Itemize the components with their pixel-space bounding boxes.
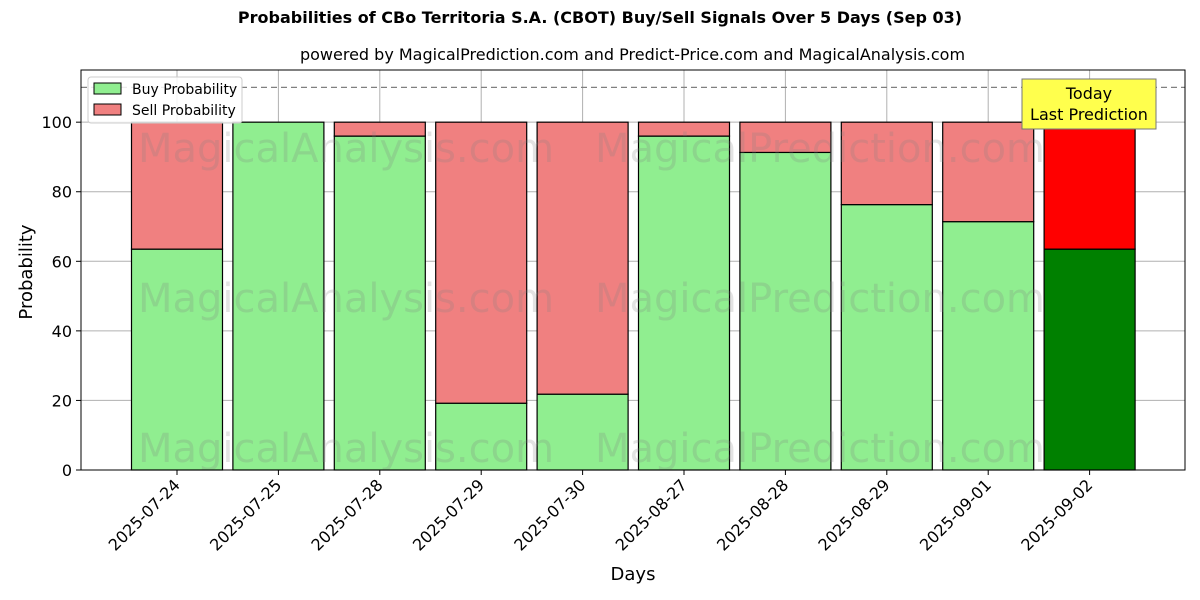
y-tick-label: 60 — [52, 252, 72, 271]
bar-buy — [637, 135, 731, 471]
bar-sell — [1043, 121, 1136, 250]
bar-buy — [232, 121, 325, 471]
x-tick-label: 2025-08-29 — [814, 475, 893, 554]
x-tick-label: 2025-08-28 — [713, 475, 792, 554]
bars-layer — [130, 121, 1136, 471]
today-annotation: Today Last Prediction — [1021, 78, 1157, 130]
annotation-box — [1021, 78, 1157, 130]
y-tick-label: 80 — [52, 183, 72, 202]
x-tick-label: 2025-07-30 — [510, 475, 589, 554]
legend-label-buy: Buy Probability — [132, 82, 237, 98]
x-axis-label: Days — [611, 564, 656, 585]
annotation-last-prediction: Last Prediction — [1030, 105, 1148, 124]
bar-buy — [942, 221, 1035, 471]
x-tick-label: 2025-07-29 — [409, 475, 488, 554]
bar-buy — [739, 151, 832, 471]
bar-buy — [840, 204, 933, 471]
x-tick-label: 2025-07-25 — [206, 475, 285, 554]
bar-sell — [840, 121, 933, 206]
bar-sell — [942, 121, 1035, 223]
watermark-layer: MagicalAnalysis.com MagicalPrediction.com… — [138, 126, 1045, 472]
x-tick-label: 2025-07-28 — [307, 475, 386, 554]
bar-buy — [1043, 248, 1136, 471]
bar-sell — [435, 121, 528, 404]
y-tick-label: 100 — [41, 113, 72, 132]
watermark-text: MagicalAnalysis.com — [138, 276, 554, 322]
bar-sell — [637, 121, 731, 137]
y-tick-label: 40 — [52, 322, 72, 341]
bar-sell — [536, 121, 629, 395]
x-tick-label: 2025-09-01 — [916, 475, 995, 554]
watermark-text: MagicalAnalysis.com — [138, 426, 554, 472]
bar-sell — [739, 121, 832, 154]
legend-label-sell: Sell Probability — [132, 103, 236, 119]
legend-swatch-sell — [93, 103, 122, 116]
chart-title: Probabilities of CBo Territoria S.A. (CB… — [237, 8, 963, 27]
watermark-text: MagicalPrediction.com — [595, 126, 1045, 172]
y-tick-label: 20 — [52, 391, 72, 410]
watermark-text: MagicalPrediction.com — [595, 426, 1045, 472]
legend: Buy Probability Sell Probability — [87, 76, 243, 124]
y-axis-label: Probability — [16, 224, 37, 319]
x-tick-label: 2025-09-02 — [1017, 475, 1096, 554]
x-tick-label: 2025-07-24 — [105, 475, 184, 554]
x-tick-label: 2025-08-27 — [612, 475, 691, 554]
watermark-text: MagicalPrediction.com — [595, 276, 1045, 322]
watermark-text: MagicalAnalysis.com — [138, 126, 554, 172]
annotation-today: Today — [1065, 84, 1112, 103]
bar-buy — [536, 393, 629, 471]
plot-frame — [80, 69, 1186, 471]
bar-sell — [130, 121, 224, 250]
chart-subtitle: powered by MagicalPrediction.com and Pre… — [299, 45, 966, 64]
bar-buy — [333, 135, 426, 471]
legend-swatch-buy — [93, 82, 122, 95]
legend-frame — [87, 76, 243, 124]
bar-sell — [333, 121, 426, 137]
y-tick-label: 0 — [62, 461, 72, 480]
